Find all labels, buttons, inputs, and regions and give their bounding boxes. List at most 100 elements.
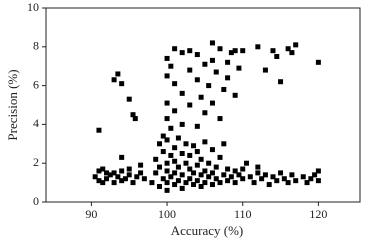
- point: [194, 178, 200, 184]
- point: [202, 61, 208, 67]
- point: [153, 156, 159, 162]
- point: [293, 42, 299, 48]
- point: [191, 182, 197, 188]
- point: [262, 172, 268, 178]
- point: [209, 170, 215, 176]
- point: [198, 172, 204, 178]
- point: [315, 178, 321, 184]
- x-axis-label: Accuracy (%): [171, 223, 244, 238]
- point: [217, 116, 223, 122]
- point: [172, 158, 178, 164]
- point: [160, 176, 166, 182]
- point: [156, 183, 162, 189]
- point: [172, 182, 178, 188]
- y-tick-label: 10: [27, 0, 39, 14]
- point: [179, 172, 185, 178]
- point: [232, 48, 238, 54]
- x-tick-label: 110: [234, 207, 252, 221]
- point: [217, 46, 223, 52]
- point: [141, 176, 147, 182]
- point: [172, 81, 178, 87]
- point: [281, 176, 287, 182]
- point: [115, 71, 121, 77]
- point: [225, 59, 231, 65]
- point: [126, 96, 132, 102]
- point: [187, 176, 193, 182]
- point: [111, 170, 117, 176]
- point: [164, 55, 170, 61]
- y-tick-label: 8: [33, 39, 39, 53]
- point: [244, 160, 250, 166]
- point: [119, 81, 125, 87]
- point: [164, 116, 170, 122]
- point: [96, 127, 102, 133]
- point: [183, 141, 189, 147]
- point: [138, 162, 144, 168]
- point: [168, 174, 174, 180]
- point: [96, 168, 102, 174]
- point: [198, 183, 204, 189]
- point: [187, 152, 193, 158]
- point: [209, 100, 215, 106]
- point: [130, 180, 136, 186]
- point: [179, 90, 185, 96]
- point: [251, 180, 257, 186]
- point: [132, 116, 138, 122]
- point: [194, 149, 200, 155]
- point: [221, 141, 227, 147]
- point: [198, 94, 204, 100]
- point: [187, 67, 193, 73]
- y-axis-label: Precision (%): [5, 69, 20, 140]
- point: [202, 168, 208, 174]
- point: [236, 172, 242, 178]
- point: [232, 92, 238, 98]
- point: [217, 154, 223, 160]
- point: [191, 170, 197, 176]
- point: [213, 176, 219, 182]
- point: [308, 176, 314, 182]
- point: [225, 178, 231, 184]
- y-tick-label: 4: [33, 116, 39, 130]
- point: [164, 73, 170, 79]
- point: [119, 154, 125, 160]
- point: [259, 176, 265, 182]
- point: [198, 156, 204, 162]
- point: [312, 172, 318, 178]
- point: [194, 52, 200, 58]
- point: [225, 166, 231, 172]
- point: [217, 180, 223, 186]
- point: [172, 108, 178, 114]
- point: [149, 180, 155, 186]
- point: [111, 77, 117, 83]
- point: [168, 63, 174, 69]
- point: [153, 170, 159, 176]
- point: [92, 174, 98, 180]
- point: [232, 180, 238, 186]
- point: [228, 174, 234, 180]
- point: [293, 178, 299, 184]
- point: [209, 182, 215, 188]
- point: [134, 174, 140, 180]
- y-tick-label: 6: [33, 77, 39, 91]
- point: [194, 123, 200, 129]
- point: [111, 180, 117, 186]
- point: [202, 180, 208, 186]
- point: [255, 44, 261, 50]
- point: [164, 180, 170, 186]
- point: [183, 180, 189, 186]
- point: [138, 170, 144, 176]
- point: [156, 164, 162, 170]
- point: [270, 174, 276, 180]
- point: [236, 65, 242, 71]
- point: [119, 168, 125, 174]
- y-tick-label: 0: [33, 194, 39, 208]
- point: [172, 46, 178, 52]
- plot-frame: [45, 7, 361, 203]
- point: [194, 77, 200, 83]
- point: [274, 54, 280, 59]
- point: [187, 166, 193, 172]
- point: [183, 160, 189, 166]
- point: [187, 48, 193, 54]
- point: [175, 135, 181, 141]
